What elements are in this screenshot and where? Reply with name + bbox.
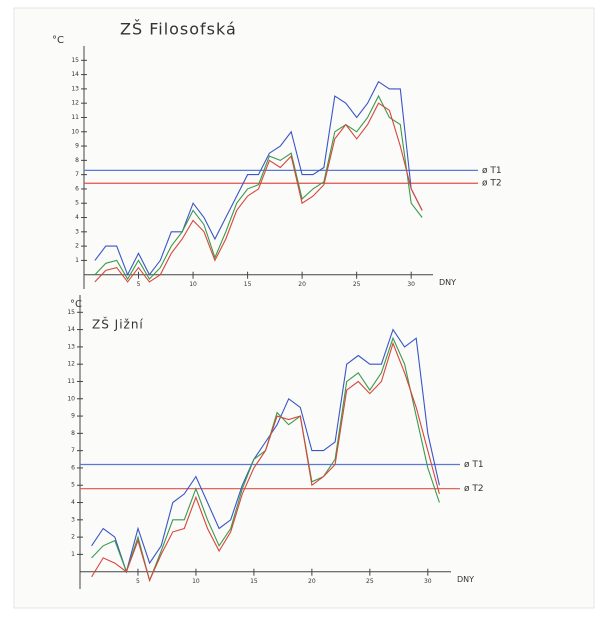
x-tick-label: 20 bbox=[298, 281, 306, 288]
x-tick-label: 15 bbox=[250, 578, 258, 585]
y-tick-label: 12 bbox=[71, 100, 79, 107]
y-tick-label: 8 bbox=[75, 157, 79, 164]
y-axis-label: °C bbox=[52, 35, 64, 46]
y-tick-label: 6 bbox=[71, 464, 75, 471]
x-tick-label: 15 bbox=[244, 281, 252, 288]
x-tick-label: 30 bbox=[407, 281, 415, 288]
x-tick-label: 10 bbox=[192, 578, 200, 585]
screenshot: ZŠ Filosofská°CDNY1234567891011121314155… bbox=[0, 0, 600, 620]
y-tick-label: 12 bbox=[67, 361, 75, 368]
y-tick-label: 1 bbox=[71, 551, 75, 558]
x-tick-label: 5 bbox=[137, 281, 141, 288]
y-tick-label: 7 bbox=[71, 447, 75, 454]
y-tick-label: 15 bbox=[71, 57, 79, 64]
y-tick-label: 2 bbox=[71, 534, 75, 541]
y-tick-label: 11 bbox=[67, 378, 75, 385]
y-tick-label: 14 bbox=[67, 326, 75, 333]
y-tick-label: 13 bbox=[71, 85, 79, 92]
y-tick-label: 5 bbox=[75, 200, 79, 207]
x-tick-label: 10 bbox=[189, 281, 197, 288]
x-tick-label: 20 bbox=[308, 578, 316, 585]
reference-label: ø T1 bbox=[464, 460, 484, 470]
y-tick-label: 3 bbox=[75, 228, 79, 235]
y-tick-label: 7 bbox=[75, 171, 79, 178]
paper bbox=[14, 8, 594, 608]
y-tick-label: 1 bbox=[75, 257, 79, 264]
y-tick-label: 9 bbox=[75, 143, 79, 150]
y-tick-label: 4 bbox=[71, 499, 75, 506]
y-tick-label: 13 bbox=[67, 343, 75, 350]
reference-label: ø T1 bbox=[482, 166, 502, 176]
x-axis-label: DNY bbox=[439, 278, 456, 287]
y-tick-label: 4 bbox=[75, 214, 79, 221]
y-tick-label: 11 bbox=[71, 114, 79, 121]
y-tick-label: 10 bbox=[71, 128, 79, 135]
y-tick-label: 8 bbox=[71, 430, 75, 437]
reference-label: ø T2 bbox=[464, 484, 484, 494]
chart-title: ZŠ Filosofská bbox=[120, 20, 237, 39]
x-tick-label: 30 bbox=[424, 578, 432, 585]
y-tick-label: 2 bbox=[75, 243, 79, 250]
y-tick-label: 3 bbox=[71, 516, 75, 523]
y-tick-label: 5 bbox=[71, 482, 75, 489]
x-tick-label: 25 bbox=[366, 578, 374, 585]
y-tick-label: 6 bbox=[75, 185, 79, 192]
x-tick-label: 5 bbox=[136, 578, 140, 585]
x-tick-label: 25 bbox=[353, 281, 361, 288]
y-tick-label: 10 bbox=[67, 395, 75, 402]
y-tick-label: 14 bbox=[71, 71, 79, 78]
x-axis-label: DNY bbox=[457, 575, 474, 584]
y-tick-label: 15 bbox=[67, 309, 75, 316]
y-tick-label: 9 bbox=[71, 413, 75, 420]
chart-title: ZŠ Jižní bbox=[92, 317, 144, 332]
reference-label: ø T2 bbox=[482, 179, 502, 189]
